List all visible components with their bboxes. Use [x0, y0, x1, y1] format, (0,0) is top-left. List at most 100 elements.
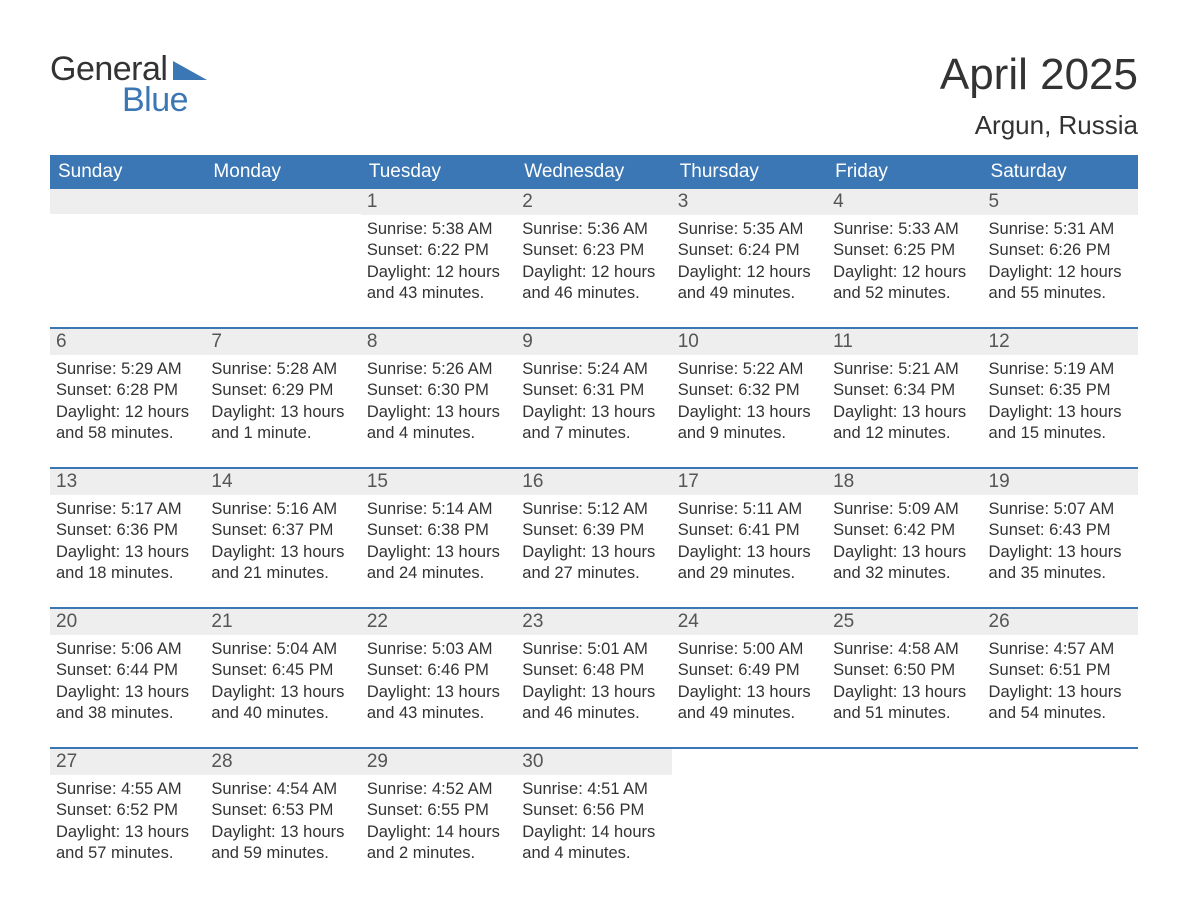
calendar-day: 17Sunrise: 5:11 AMSunset: 6:41 PMDayligh… [672, 469, 827, 595]
weekday-header-row: SundayMondayTuesdayWednesdayThursdayFrid… [50, 155, 1138, 189]
month-title: April 2025 [940, 50, 1138, 100]
daylight-line: Daylight: 13 hours and 54 minutes. [989, 682, 1132, 725]
daylight-line: Daylight: 13 hours and 1 minute. [211, 402, 354, 445]
week-row: 13Sunrise: 5:17 AMSunset: 6:36 PMDayligh… [50, 467, 1138, 595]
calendar-day: 16Sunrise: 5:12 AMSunset: 6:39 PMDayligh… [516, 469, 671, 595]
daylight-line: Daylight: 13 hours and 32 minutes. [833, 542, 976, 585]
daylight-line: Daylight: 13 hours and 12 minutes. [833, 402, 976, 445]
day-number: 10 [672, 329, 827, 355]
sunrise-line: Sunrise: 4:54 AM [211, 779, 354, 800]
day-number: 18 [827, 469, 982, 495]
page-header: General Blue April 2025 Argun, Russia [50, 50, 1138, 141]
day-number [672, 749, 827, 774]
day-number: 5 [983, 189, 1138, 215]
day-number: 9 [516, 329, 671, 355]
calendar-day: 9 Sunrise: 5:24 AMSunset: 6:31 PMDaylight… [516, 329, 671, 455]
sunrise-line: Sunrise: 5:14 AM [367, 499, 510, 520]
calendar-day: 24Sunrise: 5:00 AMSunset: 6:49 PMDayligh… [672, 609, 827, 735]
sunset-line: Sunset: 6:35 PM [989, 380, 1132, 401]
day-body: Sunrise: 5:14 AMSunset: 6:38 PMDaylight:… [361, 495, 516, 591]
day-body: Sunrise: 5:07 AMSunset: 6:43 PMDaylight:… [983, 495, 1138, 591]
sunset-line: Sunset: 6:46 PM [367, 660, 510, 681]
sunset-line: Sunset: 6:45 PM [211, 660, 354, 681]
weekday-header: Thursday [672, 155, 827, 189]
day-body: Sunrise: 4:57 AMSunset: 6:51 PMDaylight:… [983, 635, 1138, 731]
day-number [983, 749, 1138, 774]
sunset-line: Sunset: 6:28 PM [56, 380, 199, 401]
daylight-line: Daylight: 12 hours and 58 minutes. [56, 402, 199, 445]
daylight-line: Daylight: 12 hours and 49 minutes. [678, 262, 821, 305]
week-row: 20Sunrise: 5:06 AMSunset: 6:44 PMDayligh… [50, 607, 1138, 735]
calendar-day: 30Sunrise: 4:51 AMSunset: 6:56 PMDayligh… [516, 749, 671, 875]
daylight-line: Daylight: 13 hours and 7 minutes. [522, 402, 665, 445]
day-body: Sunrise: 5:31 AMSunset: 6:26 PMDaylight:… [983, 215, 1138, 311]
day-number: 16 [516, 469, 671, 495]
sunset-line: Sunset: 6:52 PM [56, 800, 199, 821]
calendar-page: General Blue April 2025 Argun, Russia Su… [0, 0, 1188, 905]
day-body: Sunrise: 5:28 AMSunset: 6:29 PMDaylight:… [205, 355, 360, 451]
day-number [205, 189, 360, 214]
calendar-day [50, 189, 205, 315]
week-row: 27Sunrise: 4:55 AMSunset: 6:52 PMDayligh… [50, 747, 1138, 875]
sunrise-line: Sunrise: 5:31 AM [989, 219, 1132, 240]
sunrise-line: Sunrise: 5:07 AM [989, 499, 1132, 520]
daylight-line: Daylight: 13 hours and 4 minutes. [367, 402, 510, 445]
calendar-day: 4Sunrise: 5:33 AMSunset: 6:25 PMDaylight… [827, 189, 982, 315]
daylight-line: Daylight: 13 hours and 51 minutes. [833, 682, 976, 725]
sunset-line: Sunset: 6:37 PM [211, 520, 354, 541]
sunset-line: Sunset: 6:34 PM [833, 380, 976, 401]
calendar-day: 1Sunrise: 5:38 AMSunset: 6:22 PMDaylight… [361, 189, 516, 315]
daylight-line: Daylight: 14 hours and 2 minutes. [367, 822, 510, 865]
calendar-day: 2Sunrise: 5:36 AMSunset: 6:23 PMDaylight… [516, 189, 671, 315]
logo-text-blue: Blue [122, 81, 188, 120]
calendar-day: 6 Sunrise: 5:29 AMSunset: 6:28 PMDaylight… [50, 329, 205, 455]
weekday-header: Tuesday [361, 155, 516, 189]
day-number [827, 749, 982, 774]
daylight-line: Daylight: 13 hours and 46 minutes. [522, 682, 665, 725]
sunset-line: Sunset: 6:55 PM [367, 800, 510, 821]
sunrise-line: Sunrise: 5:26 AM [367, 359, 510, 380]
sunset-line: Sunset: 6:56 PM [522, 800, 665, 821]
weeks-container: 1Sunrise: 5:38 AMSunset: 6:22 PMDaylight… [50, 189, 1138, 875]
daylight-line: Daylight: 13 hours and 40 minutes. [211, 682, 354, 725]
daylight-line: Daylight: 12 hours and 52 minutes. [833, 262, 976, 305]
daylight-line: Daylight: 13 hours and 35 minutes. [989, 542, 1132, 585]
sunrise-line: Sunrise: 5:01 AM [522, 639, 665, 660]
sunrise-line: Sunrise: 5:36 AM [522, 219, 665, 240]
calendar-day: 8Sunrise: 5:26 AMSunset: 6:30 PMDaylight… [361, 329, 516, 455]
day-number: 27 [50, 749, 205, 775]
calendar-day: 12Sunrise: 5:19 AMSunset: 6:35 PMDayligh… [983, 329, 1138, 455]
day-body: Sunrise: 5:36 AMSunset: 6:23 PMDaylight:… [516, 215, 671, 311]
sunrise-line: Sunrise: 5:24 AM [522, 359, 665, 380]
day-body: Sunrise: 5:01 AMSunset: 6:48 PMDaylight:… [516, 635, 671, 731]
daylight-line: Daylight: 13 hours and 49 minutes. [678, 682, 821, 725]
week-row: 1Sunrise: 5:38 AMSunset: 6:22 PMDaylight… [50, 189, 1138, 315]
calendar-day: 23Sunrise: 5:01 AMSunset: 6:48 PMDayligh… [516, 609, 671, 735]
day-number: 3 [672, 189, 827, 215]
calendar-day: 20Sunrise: 5:06 AMSunset: 6:44 PMDayligh… [50, 609, 205, 735]
day-number: 8 [361, 329, 516, 355]
sunset-line: Sunset: 6:51 PM [989, 660, 1132, 681]
week-spacer [50, 315, 1138, 327]
day-number: 25 [827, 609, 982, 635]
day-body: Sunrise: 5:19 AMSunset: 6:35 PMDaylight:… [983, 355, 1138, 451]
sunset-line: Sunset: 6:24 PM [678, 240, 821, 261]
day-number: 12 [983, 329, 1138, 355]
sunset-line: Sunset: 6:31 PM [522, 380, 665, 401]
day-body: Sunrise: 5:21 AMSunset: 6:34 PMDaylight:… [827, 355, 982, 451]
day-number: 23 [516, 609, 671, 635]
calendar: SundayMondayTuesdayWednesdayThursdayFrid… [50, 155, 1138, 875]
location: Argun, Russia [940, 110, 1138, 141]
sunrise-line: Sunrise: 5:22 AM [678, 359, 821, 380]
day-number: 6 [50, 329, 205, 355]
calendar-day: 5Sunrise: 5:31 AMSunset: 6:26 PMDaylight… [983, 189, 1138, 315]
sunrise-line: Sunrise: 4:57 AM [989, 639, 1132, 660]
daylight-line: Daylight: 13 hours and 38 minutes. [56, 682, 199, 725]
daylight-line: Daylight: 13 hours and 24 minutes. [367, 542, 510, 585]
sunrise-line: Sunrise: 5:29 AM [56, 359, 199, 380]
calendar-day: 27Sunrise: 4:55 AMSunset: 6:52 PMDayligh… [50, 749, 205, 875]
day-body: Sunrise: 5:16 AMSunset: 6:37 PMDaylight:… [205, 495, 360, 591]
day-body: Sunrise: 5:17 AMSunset: 6:36 PMDaylight:… [50, 495, 205, 591]
sunset-line: Sunset: 6:29 PM [211, 380, 354, 401]
day-body: Sunrise: 4:52 AMSunset: 6:55 PMDaylight:… [361, 775, 516, 871]
